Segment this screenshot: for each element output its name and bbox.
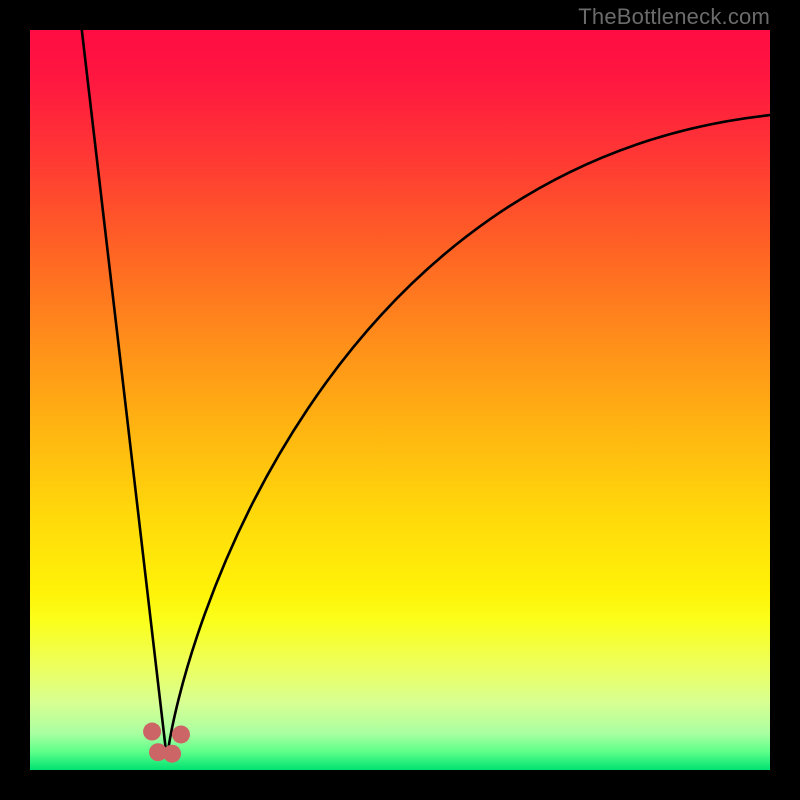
bottleneck-right-branch [167, 115, 770, 759]
curve-overlay [30, 30, 770, 770]
vertex-marker [163, 745, 181, 763]
watermark-text: TheBottleneck.com [578, 4, 770, 30]
bottleneck-left-branch [82, 30, 167, 759]
chart-frame: TheBottleneck.com [0, 0, 800, 800]
vertex-marker [172, 725, 190, 743]
plot-area [30, 30, 770, 770]
vertex-marker [143, 723, 161, 741]
vertex-marker-group [143, 723, 190, 763]
